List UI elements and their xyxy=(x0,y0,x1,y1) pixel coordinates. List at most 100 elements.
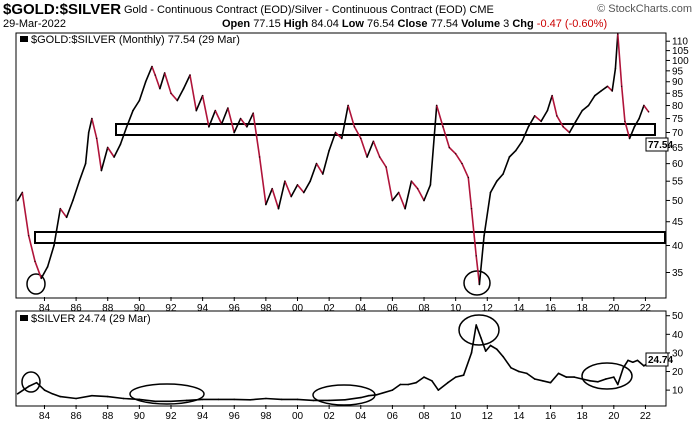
series-segment xyxy=(551,94,558,117)
series-segment xyxy=(593,90,603,97)
data-point xyxy=(643,104,645,107)
data-point xyxy=(379,156,381,158)
data-point xyxy=(600,90,602,92)
x-tick-label: 96 xyxy=(229,303,241,314)
series-segment xyxy=(397,191,406,210)
data-point xyxy=(470,352,473,354)
data-point xyxy=(475,324,477,326)
y-tick-label: 80 xyxy=(672,101,684,112)
data-point xyxy=(72,199,74,202)
series-segment xyxy=(470,324,478,354)
data-point xyxy=(376,394,378,396)
series-segment xyxy=(271,187,280,210)
low-value: 76.54 xyxy=(366,18,395,30)
series-segment xyxy=(489,180,498,194)
series-segment xyxy=(606,85,614,92)
data-point xyxy=(594,95,596,97)
series-segment xyxy=(208,109,217,128)
series-segment xyxy=(43,389,54,395)
series-segment xyxy=(227,107,235,134)
data-point xyxy=(549,382,552,384)
series-segment xyxy=(495,173,504,182)
series-segment xyxy=(495,348,504,358)
series-segment xyxy=(189,74,198,112)
series-segment xyxy=(144,65,153,83)
series-segment xyxy=(51,392,62,398)
data-point xyxy=(183,88,185,90)
data-point xyxy=(271,188,273,190)
series-segment xyxy=(589,379,599,383)
data-point xyxy=(344,399,346,401)
series-segment xyxy=(612,376,619,386)
x-tick-label: 16 xyxy=(545,303,557,314)
volume-value: 3 xyxy=(503,18,510,30)
series-segment xyxy=(328,398,346,402)
data-point xyxy=(40,277,42,279)
data-point xyxy=(617,33,619,35)
series-segment xyxy=(91,117,98,140)
data-point xyxy=(391,199,393,202)
data-point xyxy=(442,126,444,128)
data-point xyxy=(78,180,80,182)
series-segment xyxy=(27,234,36,263)
series-segment xyxy=(16,191,24,202)
series-segment xyxy=(159,72,166,90)
data-point xyxy=(284,180,286,182)
series-segment xyxy=(367,393,378,397)
data-point xyxy=(59,208,61,210)
y-tick-label: 50 xyxy=(672,311,684,322)
series-segment xyxy=(84,131,90,165)
series-segment xyxy=(353,126,362,140)
series-segment xyxy=(478,234,485,286)
series-segment xyxy=(265,397,283,401)
data-point xyxy=(227,107,229,109)
series-segment xyxy=(344,396,362,401)
data-point xyxy=(347,104,349,107)
x-tick-label: 14 xyxy=(513,411,525,421)
data-point xyxy=(164,72,166,74)
series-segment xyxy=(284,180,293,198)
series-segment xyxy=(521,126,530,143)
series-segment xyxy=(239,117,248,128)
data-point xyxy=(597,381,599,383)
data-point xyxy=(259,156,261,158)
series-segment xyxy=(616,366,625,386)
data-point xyxy=(59,396,61,398)
data-point xyxy=(437,389,439,391)
series-segment xyxy=(195,94,204,112)
data-point xyxy=(240,118,242,120)
x-tick-label: 12 xyxy=(482,411,494,421)
x-tick-label: 22 xyxy=(640,411,652,421)
data-point xyxy=(189,74,191,76)
y-tick-label: 105 xyxy=(672,46,689,57)
data-point xyxy=(633,126,636,128)
data-point xyxy=(119,143,121,145)
series-segment xyxy=(334,131,343,140)
series-segment xyxy=(78,162,87,182)
series-segment xyxy=(378,156,387,168)
x-tick-label: 02 xyxy=(324,411,336,421)
y-tick-label: 90 xyxy=(672,77,684,88)
series-segment xyxy=(258,156,267,206)
y-tick-label: 55 xyxy=(672,177,684,188)
data-point xyxy=(527,126,530,128)
x-tick-label: 02 xyxy=(324,303,336,314)
chart-symbol: $GOLD:$SILVER xyxy=(3,1,122,18)
data-point xyxy=(455,376,457,378)
data-point xyxy=(315,163,318,165)
series-segment xyxy=(125,109,134,128)
data-point xyxy=(91,118,93,120)
series-segment xyxy=(557,372,568,378)
data-point xyxy=(312,399,314,401)
series-segment xyxy=(59,395,77,400)
x-tick-label: 14 xyxy=(513,303,525,314)
data-point xyxy=(328,150,330,152)
low-circle-2011 xyxy=(463,270,491,296)
series-segment xyxy=(622,359,629,369)
data-point xyxy=(391,389,393,391)
series-segment xyxy=(309,162,318,182)
series-segment xyxy=(359,394,370,399)
data-point xyxy=(233,131,235,134)
